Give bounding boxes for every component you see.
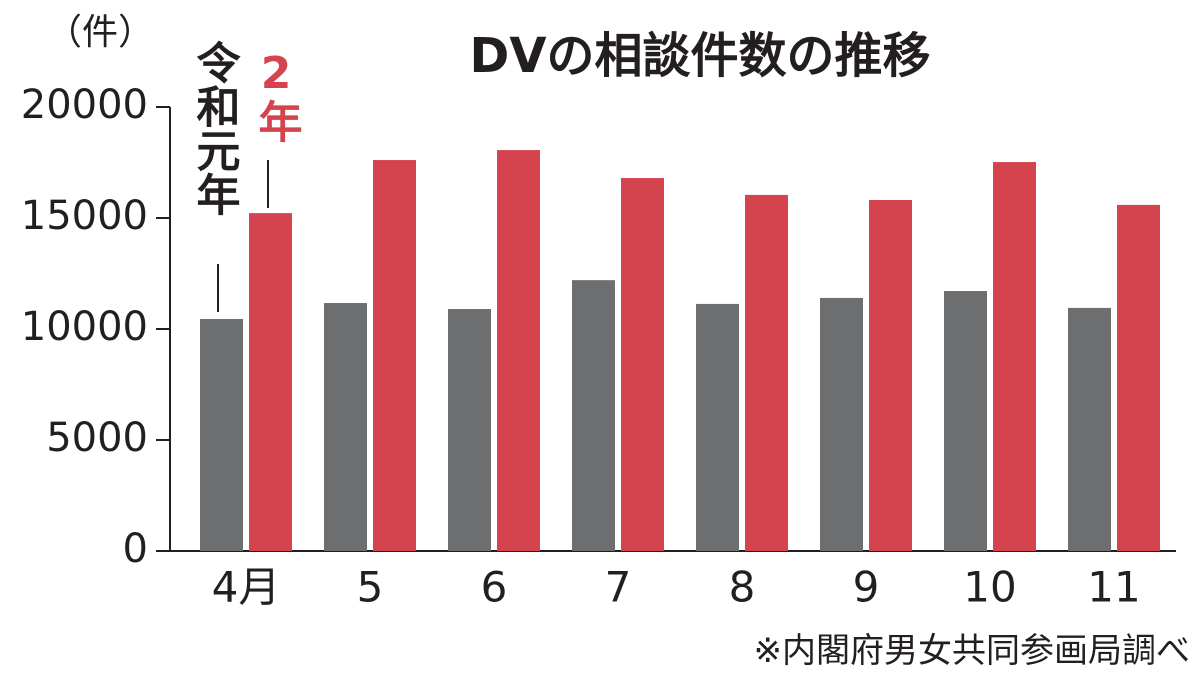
bar: [572, 280, 615, 551]
y-tick-label: 0: [123, 526, 148, 572]
x-tick-label: 6: [481, 563, 508, 612]
y-tick-label: 5000: [46, 415, 148, 461]
x-tick-label: 11: [1087, 563, 1140, 612]
x-tick-label: 7: [605, 563, 632, 612]
bar: [373, 160, 416, 552]
bar: [200, 319, 243, 551]
x-tick-label: 4月: [212, 563, 281, 612]
bar: [820, 297, 863, 551]
series-label: 2年: [251, 48, 302, 143]
bar: [1117, 204, 1160, 552]
y-tick-label: 20000: [21, 82, 148, 128]
bar: [249, 213, 292, 551]
bar: [993, 162, 1036, 551]
bar: [745, 194, 788, 552]
bar: [448, 309, 491, 551]
x-tick-label: 8: [729, 563, 756, 612]
x-tick-label: 5: [357, 563, 384, 612]
bar: [621, 178, 664, 552]
bar: [497, 150, 540, 551]
bar: [944, 291, 987, 551]
y-tick-label: 15000: [21, 193, 148, 239]
y-tick-label: 10000: [21, 304, 148, 350]
bar: [324, 303, 367, 551]
bar: [1068, 307, 1111, 551]
source-note: ※内閣府男女共同参画局調べ: [754, 631, 1191, 671]
y-unit: （件）: [46, 12, 154, 53]
bar: [869, 200, 912, 551]
bar: [696, 303, 739, 551]
chart-title: DVの相談件数の推移: [470, 28, 931, 84]
series-label: 令和元年: [189, 40, 241, 216]
x-tick-label: 10: [963, 563, 1016, 612]
x-tick-label: 9: [853, 563, 880, 612]
